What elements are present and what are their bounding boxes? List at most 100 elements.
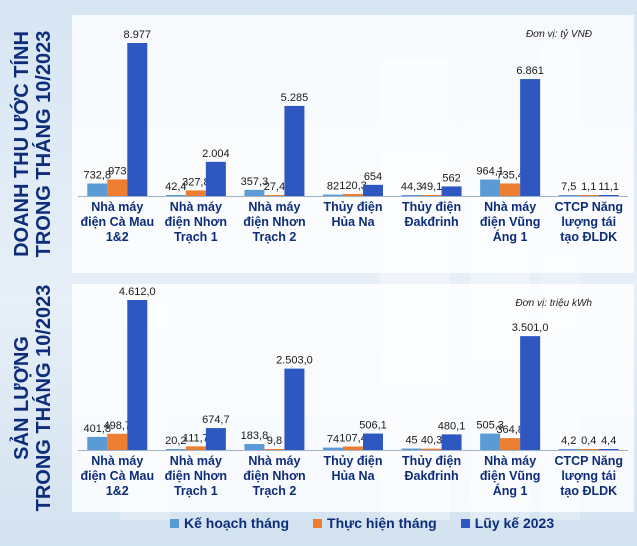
data-label-plan: 357,3: [241, 176, 269, 188]
category-label: Áng 1: [493, 483, 528, 498]
output-chart-title: SẢN LƯỢNG TRONG THÁNG 10/2023: [0, 284, 66, 512]
revenue-title-line-2: TRONG THÁNG 10/2023: [33, 30, 55, 258]
data-label-plan: 45: [405, 435, 417, 447]
data-label-plan: 505,3: [476, 420, 504, 432]
data-label-actual: 111,7: [183, 432, 209, 444]
data-label-plan: 20,2: [165, 435, 186, 447]
bar-actual: [107, 179, 128, 196]
category-label: Nhà máy: [91, 200, 143, 214]
category-label: Áng 1: [493, 229, 528, 244]
data-label-actual: 364,8: [496, 424, 524, 436]
category-label: tạo ĐLDK: [560, 484, 617, 498]
legend-label-ytd: Lũy kế 2023: [474, 515, 555, 531]
category-label: điện Nhơn: [165, 469, 227, 483]
bar-plan: [401, 448, 422, 450]
category-label: Đakđrinh: [404, 469, 458, 483]
data-label-plan: 82: [327, 181, 339, 193]
data-label-actual: 120,3: [339, 180, 367, 192]
bar-ytd: [127, 43, 148, 196]
bar-ytd: [598, 449, 619, 450]
bar-ytd: [520, 79, 541, 196]
unit-label: Đơn vị: triệu kWh: [515, 298, 592, 309]
category-label: Hủa Na: [331, 469, 375, 483]
legend-item-actual: Thực hiện tháng: [313, 515, 437, 531]
category-label: Thủy điện: [402, 454, 461, 468]
legend-item-plan: Kế hoạch tháng: [170, 515, 289, 531]
category-label: CTCP Năng: [554, 200, 623, 214]
category-label: Trạch 2: [253, 230, 297, 244]
bar-plan: [480, 179, 501, 196]
category-label: điện Nhơn: [243, 215, 305, 229]
category-label: 1&2: [106, 484, 129, 498]
category-label: Nhà máy: [484, 200, 536, 214]
data-label-ytd: 8.977: [124, 29, 152, 41]
bar-actual: [421, 448, 442, 450]
category-label: 1&2: [106, 230, 129, 244]
bar-actual: [578, 195, 599, 196]
bar-ytd: [205, 161, 226, 196]
bar-ytd: [441, 434, 462, 450]
category-label: Nhà máy: [170, 454, 222, 468]
data-label-actual: 1,1: [581, 181, 596, 193]
category-label: Thủy điện: [323, 200, 382, 214]
bar-ytd: [127, 300, 148, 450]
bar-actual: [185, 190, 206, 196]
bar-plan: [244, 189, 265, 196]
category-label: điện Cà Mau: [80, 215, 154, 229]
data-label-actual: 735,4: [496, 169, 524, 181]
bar-ytd: [441, 186, 462, 196]
data-label-actual: 973: [108, 165, 126, 177]
category-label: điện Cà Mau: [80, 469, 154, 483]
category-label: Trạch 2: [253, 484, 297, 498]
data-label-ytd: 2.004: [202, 148, 230, 160]
data-label-plan: 4,2: [561, 435, 576, 447]
legend-label-plan: Kế hoạch tháng: [184, 515, 290, 531]
data-label-ytd: 5.285: [281, 92, 309, 104]
data-label-actual: 49,1: [421, 181, 442, 193]
output-title-line-2: TRONG THÁNG 10/2023: [33, 284, 55, 512]
data-label-ytd: 506,1: [359, 420, 387, 432]
bar-ytd: [284, 368, 305, 450]
revenue-chart-title: DOANH THU ƯỚC TÍNH TRONG THÁNG 10/2023: [0, 15, 66, 273]
data-label-ytd: 4.612,0: [119, 286, 156, 298]
category-label: điện Vũng: [480, 469, 540, 483]
bar-ytd: [284, 105, 305, 196]
bar-plan: [244, 444, 265, 450]
bar-actual: [185, 446, 206, 450]
bar-ytd: [205, 428, 226, 450]
legend-swatch-actual: [313, 518, 323, 528]
legend-label-actual: Thực hiện tháng: [327, 515, 437, 531]
category-label: Hủa Na: [331, 215, 375, 229]
data-label-ytd: 4,4: [601, 435, 616, 447]
category-label: điện Nhơn: [243, 469, 305, 483]
legend-swatch-plan: [170, 518, 179, 528]
bar-plan: [87, 436, 108, 450]
category-label: Nhà máy: [484, 454, 536, 468]
bar-plan: [323, 447, 343, 450]
data-label-plan: 74: [327, 434, 339, 446]
bar-ytd: [363, 433, 383, 450]
category-label: Trạch 1: [174, 484, 218, 498]
data-label-ytd: 562: [442, 172, 460, 184]
category-label: Nhà máy: [170, 200, 222, 214]
category-label: điện Nhơn: [165, 215, 227, 229]
data-label-plan: 964,1: [476, 166, 504, 178]
bar-plan: [480, 433, 501, 450]
data-label-ytd: 6.861: [516, 65, 544, 77]
bar-actual: [500, 183, 521, 196]
bar-plan: [401, 195, 422, 196]
data-label-actual: 0,4: [581, 435, 596, 447]
category-label: Nhà máy: [91, 454, 143, 468]
data-label-actual: 327,8: [182, 176, 210, 188]
category-label: CTCP Năng: [554, 454, 623, 468]
category-label: lượng tái: [561, 469, 616, 483]
revenue-title-line-1: DOANH THU ƯỚC TÍNH: [11, 31, 33, 257]
data-label-actual: 40,3: [421, 435, 442, 447]
chart-legend: Kế hoạch tháng Thực hiện tháng Lũy kế 20…: [170, 513, 554, 533]
data-label-plan: 183,8: [241, 430, 269, 442]
data-label-actual: 27,4: [264, 181, 285, 193]
unit-label: Đơn vị: tỷ VNĐ: [526, 28, 592, 40]
revenue-chart-panel: Đơn vị: tỷ VNĐ 732,8 973 8.977 Nhà máy điện C…: [72, 15, 634, 273]
